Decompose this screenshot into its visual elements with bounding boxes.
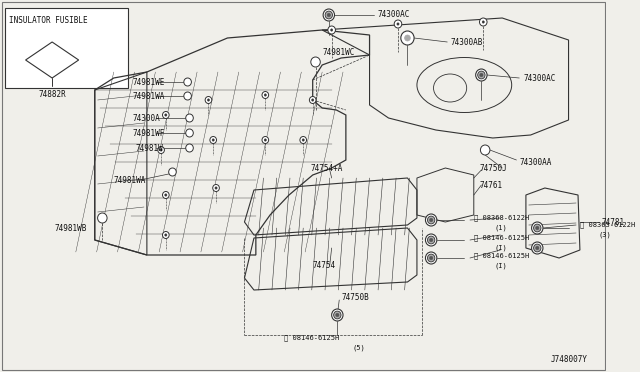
Text: 74750B: 74750B bbox=[341, 294, 369, 302]
Circle shape bbox=[428, 254, 435, 262]
Circle shape bbox=[264, 94, 266, 96]
Circle shape bbox=[426, 234, 437, 246]
Text: Ⓢ 08363-6122H: Ⓢ 08363-6122H bbox=[580, 222, 635, 228]
Circle shape bbox=[534, 224, 541, 232]
Circle shape bbox=[163, 112, 169, 119]
Circle shape bbox=[428, 236, 435, 244]
Text: Ⓢ 08368-6122H: Ⓢ 08368-6122H bbox=[474, 215, 529, 221]
Text: 74300AC: 74300AC bbox=[523, 74, 556, 83]
Text: 74300A: 74300A bbox=[132, 113, 161, 122]
Text: 74981WA: 74981WA bbox=[132, 92, 165, 100]
Text: INSULATOR FUSIBLE: INSULATOR FUSIBLE bbox=[10, 16, 88, 25]
Circle shape bbox=[482, 21, 484, 23]
Circle shape bbox=[479, 73, 483, 77]
Circle shape bbox=[164, 194, 167, 196]
Text: Ⓑ 08146-6125H: Ⓑ 08146-6125H bbox=[474, 253, 529, 259]
Circle shape bbox=[262, 137, 269, 144]
Circle shape bbox=[160, 149, 162, 151]
Circle shape bbox=[186, 114, 193, 122]
Text: 74981WB: 74981WB bbox=[55, 224, 87, 232]
Circle shape bbox=[397, 23, 399, 25]
Circle shape bbox=[426, 214, 437, 226]
Circle shape bbox=[207, 99, 210, 101]
Circle shape bbox=[532, 242, 543, 254]
Circle shape bbox=[323, 9, 335, 21]
Text: 74761: 74761 bbox=[479, 180, 502, 189]
Circle shape bbox=[312, 99, 314, 101]
Text: 74300AA: 74300AA bbox=[519, 157, 552, 167]
Text: J748007Y: J748007Y bbox=[550, 356, 588, 365]
Text: 74981WC: 74981WC bbox=[322, 48, 355, 57]
Circle shape bbox=[481, 145, 490, 155]
Circle shape bbox=[479, 18, 487, 26]
Text: (5): (5) bbox=[353, 345, 365, 351]
Circle shape bbox=[215, 187, 217, 189]
Circle shape bbox=[333, 311, 341, 319]
Circle shape bbox=[325, 11, 333, 19]
Circle shape bbox=[429, 256, 433, 260]
Circle shape bbox=[300, 137, 307, 144]
Circle shape bbox=[186, 144, 193, 152]
Circle shape bbox=[532, 222, 543, 234]
Circle shape bbox=[332, 309, 343, 321]
Circle shape bbox=[309, 96, 316, 103]
Circle shape bbox=[163, 192, 169, 199]
Text: Ⓑ 08146-6125H: Ⓑ 08146-6125H bbox=[284, 335, 340, 341]
Circle shape bbox=[536, 246, 539, 250]
Circle shape bbox=[262, 92, 269, 99]
Text: 74981W: 74981W bbox=[136, 144, 163, 153]
Text: 74300AB: 74300AB bbox=[450, 38, 483, 46]
Circle shape bbox=[163, 231, 169, 238]
Circle shape bbox=[158, 147, 164, 154]
Circle shape bbox=[264, 139, 266, 141]
Text: Ⓑ 08146-6125H: Ⓑ 08146-6125H bbox=[474, 235, 529, 241]
Circle shape bbox=[186, 129, 193, 137]
Circle shape bbox=[98, 213, 107, 223]
Circle shape bbox=[328, 26, 335, 34]
Circle shape bbox=[164, 114, 167, 116]
Circle shape bbox=[327, 13, 330, 17]
Circle shape bbox=[401, 31, 414, 45]
Circle shape bbox=[210, 137, 216, 144]
Circle shape bbox=[426, 252, 437, 264]
Circle shape bbox=[394, 20, 402, 28]
Circle shape bbox=[404, 35, 410, 41]
Circle shape bbox=[429, 218, 433, 222]
Text: (3): (3) bbox=[599, 232, 612, 238]
Circle shape bbox=[429, 238, 433, 242]
Circle shape bbox=[184, 78, 191, 86]
Text: 74981WF: 74981WF bbox=[132, 128, 165, 138]
Circle shape bbox=[428, 216, 435, 224]
Circle shape bbox=[330, 29, 333, 31]
Text: 74981WA: 74981WA bbox=[114, 176, 146, 185]
Circle shape bbox=[311, 57, 320, 67]
Circle shape bbox=[205, 96, 212, 103]
Text: 74981WE: 74981WE bbox=[132, 77, 165, 87]
Text: (1): (1) bbox=[495, 225, 508, 231]
Circle shape bbox=[476, 69, 487, 81]
Text: 74300AC: 74300AC bbox=[377, 10, 410, 19]
Text: 74750J: 74750J bbox=[479, 164, 508, 173]
Text: 74882R: 74882R bbox=[38, 90, 66, 99]
Circle shape bbox=[169, 168, 176, 176]
Circle shape bbox=[302, 139, 305, 141]
Circle shape bbox=[164, 234, 167, 236]
Bar bbox=[4, 8, 128, 88]
Circle shape bbox=[212, 139, 214, 141]
Circle shape bbox=[534, 244, 541, 252]
Text: (I): (I) bbox=[495, 263, 508, 269]
Circle shape bbox=[184, 92, 191, 100]
Circle shape bbox=[335, 313, 339, 317]
Text: 74754+A: 74754+A bbox=[311, 164, 343, 173]
Circle shape bbox=[212, 185, 220, 192]
Text: 74781: 74781 bbox=[602, 218, 625, 227]
Text: (I): (I) bbox=[495, 245, 508, 251]
Circle shape bbox=[477, 71, 485, 79]
Circle shape bbox=[536, 226, 539, 230]
Text: 74754: 74754 bbox=[313, 260, 336, 269]
